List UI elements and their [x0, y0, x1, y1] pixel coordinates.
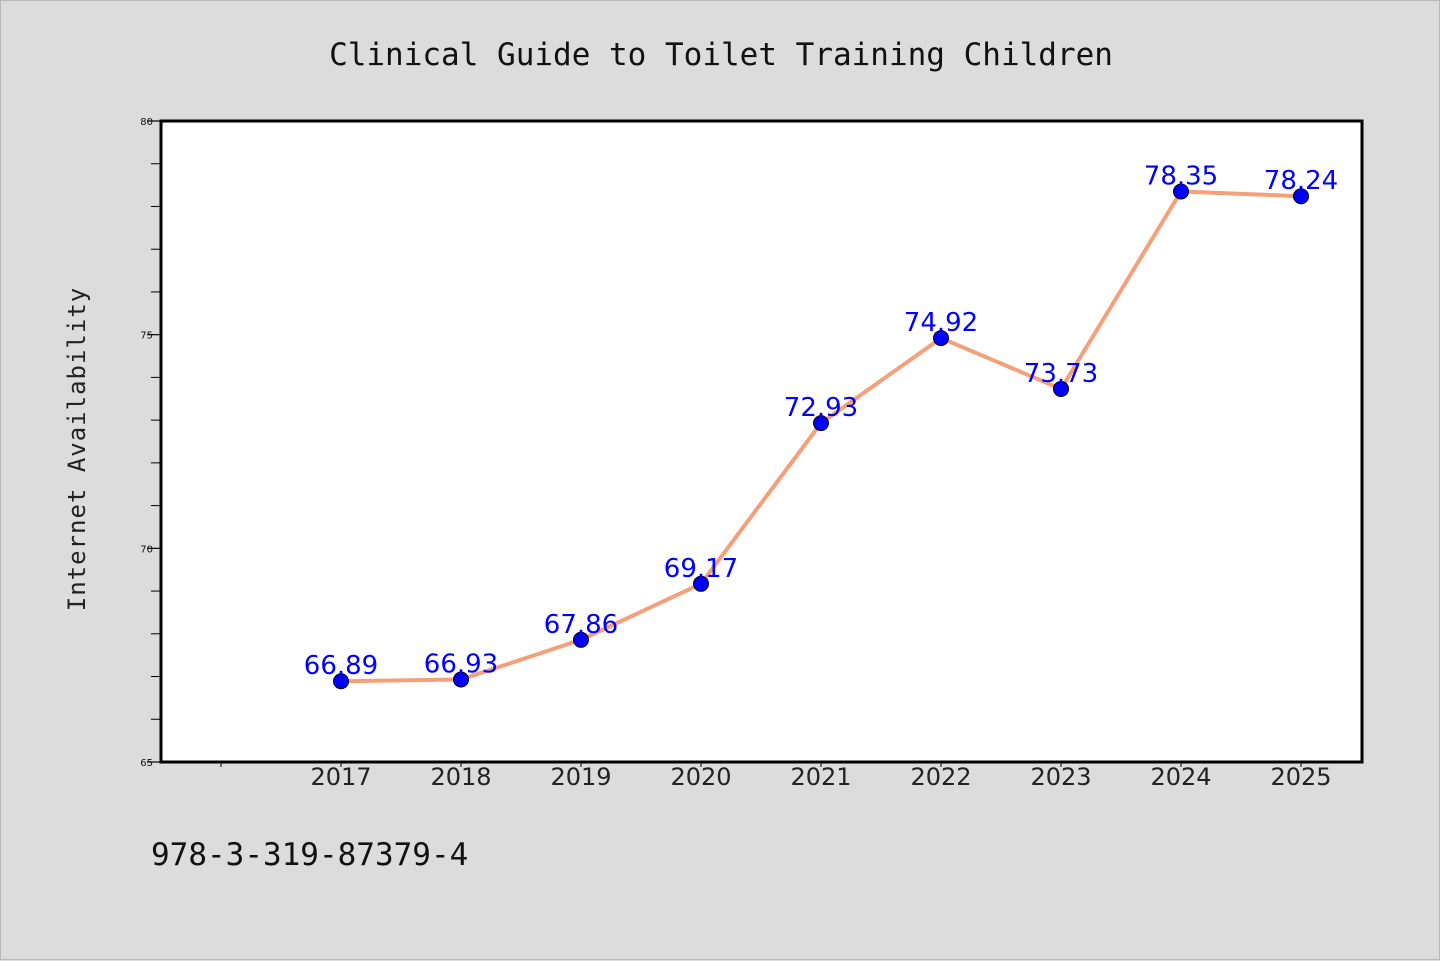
data-point	[813, 415, 829, 432]
data-point	[1173, 183, 1189, 200]
data-points	[333, 183, 1309, 690]
data-labels: 66.89 66.93 67.86 69.17 72.93 74.92 73.73 78.35…	[304, 162, 1338, 682]
y-axis-ticks: 65 70 75 80	[140, 117, 161, 769]
plot-area	[161, 121, 1362, 762]
y-tick-label: 75	[140, 331, 153, 342]
y-minor-ticks	[151, 163, 161, 720]
isbn-text: 978-3-319-87379-4	[151, 837, 468, 873]
chart-title: Clinical Guide to Toilet Training Childr…	[329, 37, 1113, 73]
y-tick-label: 65	[140, 758, 153, 769]
data-label: 67.86	[544, 610, 618, 640]
data-label: 73.73	[1024, 359, 1098, 389]
x-tick-label: 2018	[430, 763, 491, 791]
x-tick-label: 2024	[1150, 763, 1211, 791]
data-label: 66.93	[424, 650, 498, 680]
x-tick-label: 2020	[670, 763, 731, 791]
y-axis-label: Internet Availability	[63, 287, 91, 611]
y-tick-label: 80	[140, 117, 153, 128]
data-point	[693, 575, 709, 592]
x-axis-ticks: 2017 2018 2019 2020 2021 2022 2023 2024 2025	[220, 762, 1332, 791]
data-point	[1053, 380, 1069, 397]
x-tick-label: 2019	[550, 763, 611, 791]
y-tick-label: 70	[140, 544, 153, 555]
data-point	[333, 673, 349, 690]
data-point	[933, 330, 949, 347]
data-label: 66.89	[304, 651, 378, 681]
x-tick-label: 2021	[790, 763, 851, 791]
x-tick-label: 2023	[1030, 763, 1091, 791]
data-point	[573, 631, 589, 648]
x-tick-label: 2025	[1270, 763, 1331, 791]
plot-frame	[159, 119, 1364, 764]
data-point	[1293, 188, 1309, 205]
x-tick-label: 2017	[310, 763, 371, 791]
data-label: 69.17	[664, 554, 738, 584]
data-label: 78.35	[1144, 162, 1218, 192]
x-tick-label: 2022	[910, 763, 971, 791]
data-label: 78.24	[1264, 166, 1338, 196]
data-label: 74.92	[904, 308, 978, 338]
data-point	[453, 671, 469, 688]
data-label: 72.93	[784, 393, 858, 423]
